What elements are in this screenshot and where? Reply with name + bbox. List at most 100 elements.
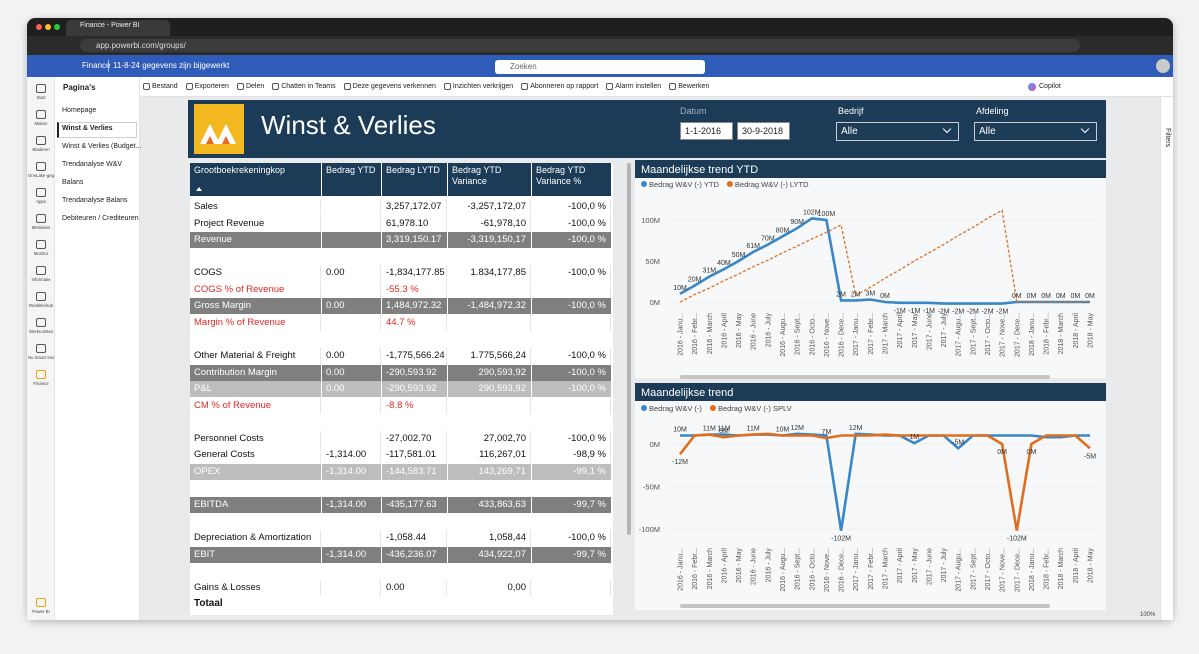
data-label: 12M	[790, 425, 804, 432]
toolbar-button[interactable]: Delen	[245, 83, 265, 90]
x-tick-label: 2018 - May	[1088, 548, 1095, 584]
window-close[interactable]	[36, 24, 42, 30]
x-tick-label: 2016 - Nove...	[824, 313, 831, 357]
column-header[interactable]: Bedrag YTD Variance	[452, 165, 502, 186]
page-item[interactable]: Winst & Verlies (Budget...	[62, 143, 142, 150]
table-cell: 290,593,92	[448, 364, 531, 381]
toolbar-button[interactable]: Inzichten verkrijgen	[452, 83, 514, 90]
url-field[interactable]	[80, 39, 1080, 52]
nav-icon[interactable]	[36, 318, 46, 327]
nav-label[interactable]: Bladeren	[32, 147, 50, 152]
x-tick-label: 2017 - May	[912, 548, 919, 584]
data-label: 2M	[836, 291, 846, 298]
nav-label[interactable]: Maken	[34, 121, 48, 126]
chart-scrollbar[interactable]	[680, 375, 1050, 379]
toolbar-button[interactable]: Alarm instellen	[615, 83, 662, 90]
page-item[interactable]: Winst & Verlies	[62, 125, 113, 132]
data-label: -1M	[908, 308, 920, 315]
table-cell: Revenue	[190, 232, 321, 249]
table-cell: OPEX	[190, 463, 321, 480]
nav-icon[interactable]	[36, 266, 46, 275]
nav-icon[interactable]	[36, 240, 46, 249]
avatar[interactable]	[1156, 59, 1170, 73]
active-tab[interactable]	[66, 20, 170, 36]
toolbar-button[interactable]: Abonneren op rapport	[530, 83, 599, 90]
x-tick-label: 2016 - June	[751, 548, 758, 585]
toolbar-button[interactable]: Bestand	[152, 83, 178, 90]
copilot-icon	[1028, 83, 1036, 91]
nav-label[interactable]: OneLake-gegevensh...	[28, 173, 54, 178]
search-box[interactable]	[495, 60, 705, 74]
x-tick-label: 2016 - Octo...	[809, 313, 816, 355]
dropdown[interactable]: Alle	[974, 122, 1097, 141]
nav-icon[interactable]	[36, 370, 46, 379]
x-tick-label: 2017 - Janu...	[853, 313, 860, 356]
table-cell: -1,484,972,32	[448, 298, 531, 315]
nav-label[interactable]: Metrieken	[31, 225, 51, 230]
scrollbar[interactable]	[627, 163, 631, 535]
page-item[interactable]: Balans	[62, 179, 84, 186]
toolbar-button[interactable]: Deze gegevens verkennen	[352, 83, 436, 90]
nav-icon[interactable]	[36, 136, 46, 145]
x-tick-label: 2016 - Sept...	[795, 548, 802, 590]
x-tick-label: 2017 - Octo...	[985, 313, 992, 355]
nav-label[interactable]: Start	[36, 95, 46, 100]
nav-label[interactable]: Nu Smart Insights...	[28, 355, 54, 360]
filters-pane[interactable]	[1160, 97, 1173, 620]
nav-label[interactable]: Monitor	[33, 251, 49, 256]
toolbar-button[interactable]: Bewerken	[678, 83, 710, 90]
y-tick-label: 0M	[650, 440, 660, 449]
nav-label[interactable]: Finance	[33, 381, 49, 386]
nav-icon[interactable]	[36, 110, 46, 119]
x-tick-label: 2017 - Sept...	[970, 313, 977, 355]
table-cell	[322, 232, 381, 249]
x-tick-label: 2017 - Dece...	[1014, 313, 1021, 357]
nav-label[interactable]: Werkruimtes	[28, 329, 54, 334]
x-tick-label: 2017 - March	[883, 548, 890, 589]
data-label: 61M	[746, 243, 760, 250]
toolbar-icon	[343, 83, 351, 90]
window-min[interactable]	[45, 24, 51, 30]
table-cell: -100,0 %	[532, 381, 611, 398]
dropdown[interactable]: Alle	[836, 122, 959, 141]
filters-label[interactable]: Filters	[1164, 128, 1171, 148]
column-header[interactable]: Bedrag LYTD	[386, 165, 440, 175]
data-label: 40M	[717, 260, 731, 267]
table-cell: 3,319,150.17	[382, 232, 447, 249]
toolbar-button[interactable]: Exporteren	[194, 83, 229, 90]
nav-label[interactable]: Informatie	[31, 277, 51, 282]
nav-icon[interactable]	[36, 188, 46, 197]
page-item[interactable]: Debiteuren / Crediteuren	[62, 215, 139, 222]
date-input[interactable]: 30-9-2018	[737, 122, 790, 140]
page-item[interactable]: Trendanalyse Balans	[62, 197, 128, 204]
nav-label[interactable]: Realtimehub	[28, 303, 54, 308]
data-label: 31M	[702, 268, 716, 275]
page-item[interactable]: Homepage	[62, 107, 97, 114]
nav-icon[interactable]	[36, 162, 46, 171]
copilot[interactable]: Copilot	[1039, 83, 1061, 90]
toolbar-icon	[521, 83, 529, 90]
nav-label[interactable]: Apps	[36, 199, 46, 204]
table-cell: 434,922,07	[448, 546, 531, 563]
nav-icon[interactable]	[36, 84, 46, 93]
nav-icon[interactable]	[36, 344, 46, 353]
table-cell	[322, 397, 381, 414]
nav-icon[interactable]	[36, 214, 46, 223]
data-label: 0M	[1056, 293, 1066, 300]
window-max[interactable]	[54, 24, 60, 30]
table-cell: 0.00	[322, 347, 381, 364]
toolbar-button[interactable]: Chatten in Teams	[281, 83, 336, 90]
page-item[interactable]: Trendanalyse W&V	[62, 161, 123, 168]
column-header[interactable]: Bedrag YTD	[326, 165, 376, 175]
nav-icon[interactable]	[36, 598, 46, 607]
nav-label[interactable]: Power BI	[32, 609, 50, 614]
table-total: Totaal	[194, 598, 223, 610]
column-header[interactable]: Grootboekrekeningkop	[194, 165, 286, 175]
chart-scrollbar[interactable]	[680, 604, 1050, 608]
date-input[interactable]: 1-1-2016	[680, 122, 733, 140]
nav-icon[interactable]	[36, 292, 46, 301]
table-cell: -435,177.63	[382, 496, 447, 513]
column-header[interactable]: Bedrag YTD Variance %	[536, 165, 586, 186]
data-label: -2M	[967, 309, 979, 316]
